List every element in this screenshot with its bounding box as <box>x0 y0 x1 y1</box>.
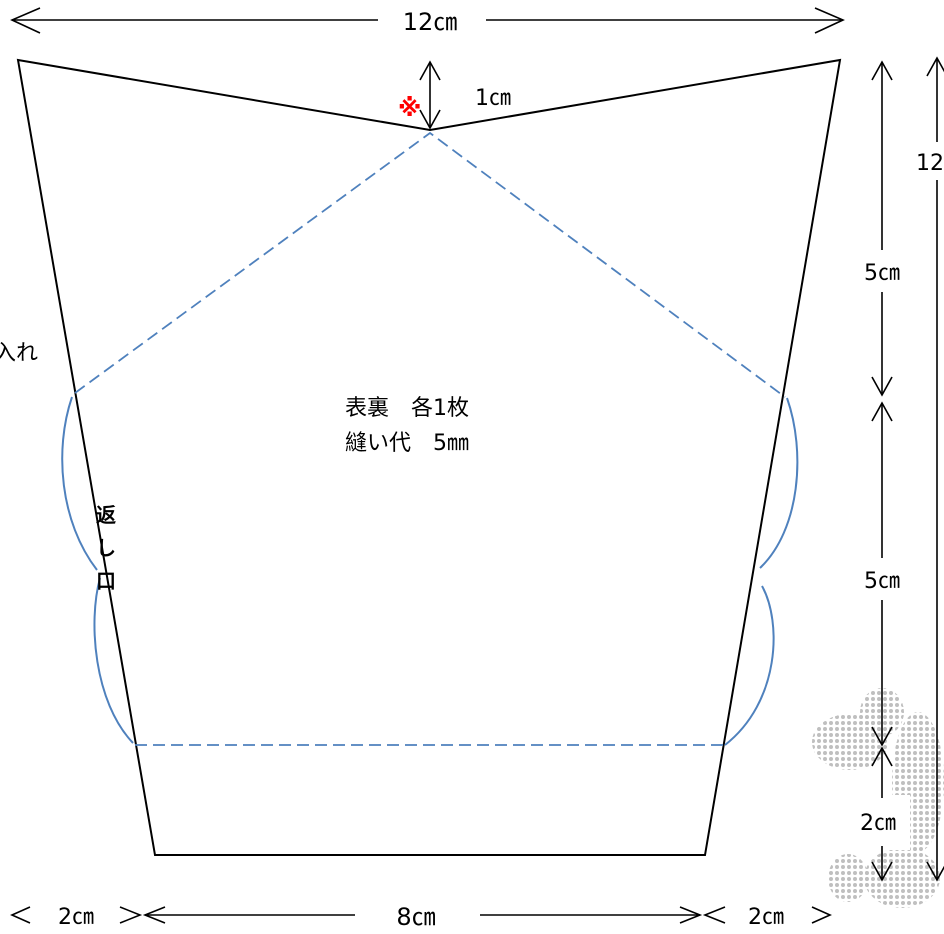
top-width-label: 12㎝ <box>403 8 458 36</box>
arrow-down-icon <box>871 376 893 397</box>
opening-label: 返し口 <box>96 503 116 593</box>
seam-curve-right-upper <box>759 397 799 569</box>
seam-curve-left-upper <box>61 396 98 571</box>
side-note: 入れ <box>0 341 38 366</box>
arrow-right-icon <box>811 906 832 924</box>
arrow-left-icon <box>10 7 41 34</box>
right-upper-dimension: 5㎝ <box>864 60 900 397</box>
arrow-down-icon <box>871 726 893 747</box>
arrow-right-icon <box>679 906 703 924</box>
seam-curve-left-lower <box>93 577 134 744</box>
arrow-up-icon <box>926 56 944 77</box>
arrow-left-icon <box>10 906 31 924</box>
arrow-up-icon <box>871 746 893 767</box>
top-width-dimension: 12㎝ <box>10 7 845 36</box>
arrow-right-icon <box>814 7 845 34</box>
arrow-up-icon <box>871 60 893 81</box>
arrow-up-icon <box>871 401 893 422</box>
bottom-left-label: 2㎝ <box>58 905 94 930</box>
seam-curve-right-lower <box>724 585 775 746</box>
stitch-line-top <box>74 131 786 398</box>
watermark-blob <box>864 848 940 908</box>
seam-allowance-label: 縫い代 5㎜ <box>345 431 469 456</box>
pieces-label: 表裏 各1枚 <box>345 396 469 421</box>
right-upper-label: 5㎝ <box>864 261 900 286</box>
right-lower-dimension: 2㎝ <box>860 746 896 882</box>
right-total-dimension: 12 <box>916 56 944 882</box>
notch-depth-dimension: 1㎝ <box>419 60 511 130</box>
arrow-up-icon <box>419 60 441 81</box>
bottom-right-label: 2㎝ <box>748 905 784 930</box>
arrow-left-icon <box>702 906 726 924</box>
pattern-outline <box>16 58 842 856</box>
arrow-down-icon <box>871 861 893 882</box>
bottom-dimensions: 2㎝ 8㎝ 2㎝ <box>10 903 832 931</box>
right-middle-dimension: 5㎝ <box>864 401 900 747</box>
right-total-label: 12 <box>916 151 944 176</box>
watermark-label-background <box>830 795 910 850</box>
arrow-right-icon <box>119 906 143 924</box>
notch-depth-label: 1㎝ <box>475 86 511 111</box>
right-lower-label: 2㎝ <box>860 811 896 836</box>
marker-symbol: ※ <box>398 94 421 122</box>
bottom-center-label: 8㎝ <box>396 903 435 931</box>
watermark-blob <box>828 854 868 902</box>
arrow-down-icon <box>419 109 441 130</box>
right-middle-label: 5㎝ <box>864 569 900 594</box>
